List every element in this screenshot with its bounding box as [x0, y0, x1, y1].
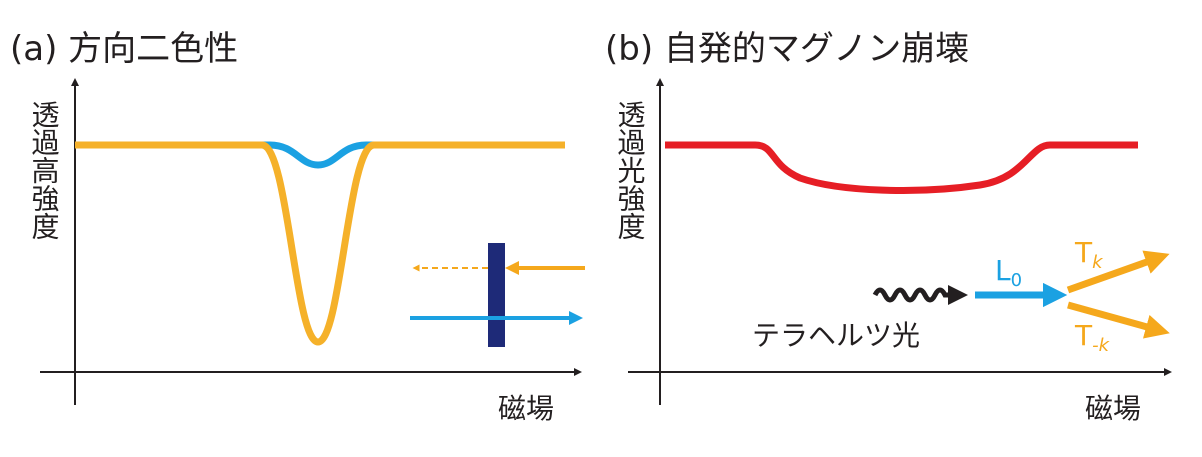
red-curve — [665, 141, 1138, 194]
panel-a: (a) 方向二色性 透過高強度 磁場 — [10, 29, 585, 425]
decay-arrow-up — [1066, 250, 1170, 294]
label-main: T — [1074, 236, 1093, 269]
y-axis-label: 透過高強度 — [28, 100, 61, 240]
x-axis-label: 磁場 — [1085, 392, 1141, 425]
sample — [488, 243, 505, 347]
tk-label: Tk — [1074, 236, 1104, 273]
blue-curve — [75, 141, 565, 169]
label-sub: -k — [1092, 335, 1110, 356]
panel-title: (a) 方向二色性 — [10, 29, 238, 69]
panel-b: (b) 自発的マグノン崩壊 透過光強度 磁場 テラヘルツ光 L0 Tk T-k — [605, 29, 1172, 425]
label-main: T — [1074, 319, 1093, 352]
l0-label: L0 — [995, 254, 1022, 291]
wavy-arrow — [872, 285, 968, 305]
thz-label: テラヘルツ光 — [752, 319, 920, 352]
panel-title: (b) 自発的マグノン崩壊 — [605, 29, 969, 69]
orange-curve — [75, 141, 565, 346]
label-sub: k — [1092, 252, 1104, 273]
label-sub: 0 — [1011, 270, 1022, 291]
y-axis-label: 透過光強度 — [614, 100, 647, 240]
decay-arrow-down — [1067, 301, 1170, 339]
label-main: L — [995, 254, 1011, 287]
x-axis-label: 磁場 — [498, 392, 554, 425]
t-minus-k-label: T-k — [1074, 319, 1111, 356]
